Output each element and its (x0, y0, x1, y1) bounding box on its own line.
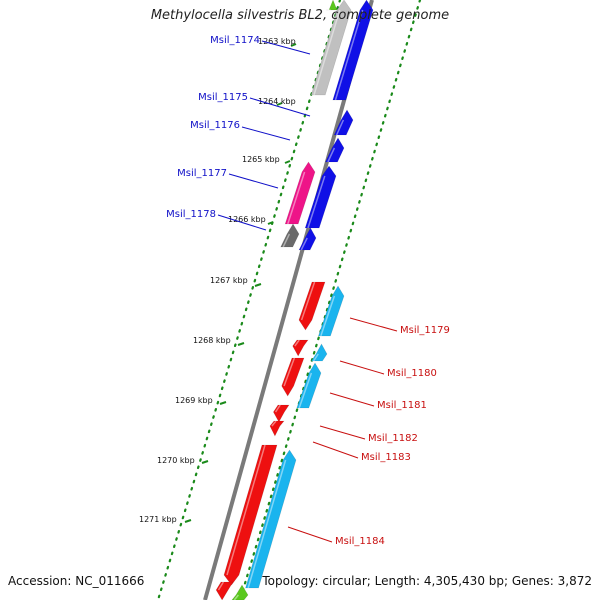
kbp-tick-mark (201, 460, 209, 464)
gene-label-leader (339, 360, 385, 375)
gene-label-leader (249, 97, 311, 117)
kbp-tick-label: 1266 kbp (228, 215, 266, 224)
gene-arrow-msil-1176-shine (327, 147, 336, 163)
gene-block-darkgray-shine (282, 233, 291, 248)
gene-arrow-msil-1183 (269, 420, 285, 437)
gene-arrow-msil-1175 (333, 109, 354, 136)
kbp-tick-label: 1267 kbp (210, 276, 248, 285)
kbp-tick-mark (184, 519, 192, 523)
kbp-tick-mark (254, 283, 262, 287)
gene-arrow-msil-1182 (273, 404, 290, 423)
kbp-tick-mark (267, 221, 274, 225)
gene-arrow-msil-1184-red (223, 444, 278, 586)
gene-arrow-msil-1180-red-shine (294, 339, 300, 347)
gene-arrow-msil-1174 (332, 0, 374, 101)
gene-arrow-msil-1180 (310, 343, 328, 362)
kbp-tick-label: 1264 kbp (258, 97, 296, 106)
gene-label-leader (261, 40, 311, 55)
gene-arrow-msil-1176 (325, 137, 345, 163)
gene-arrow-msil-1181-red (281, 357, 305, 397)
gene-arrow-msil-1174-shine (334, 9, 364, 101)
gene-block-darkgray (280, 223, 300, 248)
genome-summary-text: Topology: circular; Length: 4,305,430 bp… (262, 574, 592, 588)
kbp-tick-mark (237, 342, 245, 346)
gene-arrow-msil-1179 (318, 285, 345, 337)
gene-label: Msil_1174 (210, 35, 260, 46)
gene-label-leader (287, 526, 333, 543)
gene-arrow-msil-1184-red-shine (226, 444, 266, 576)
accession-text: Accession: NC_011666 (8, 574, 145, 588)
gene-arrow-msil-1177-shine (307, 175, 326, 229)
kbp-tick-mark (290, 43, 297, 47)
gene-arrow-msil-1182-shine (274, 404, 281, 413)
kbp-tick-label: 1263 kbp (258, 37, 296, 46)
kbp-tick-mark (219, 401, 227, 405)
gene-label: Msil_1176 (190, 120, 240, 131)
map-title: Methylocella silvestris BL2, complete ge… (150, 8, 450, 23)
gene-label: Msil_1175 (198, 92, 248, 103)
gene-label: Msil_1177 (177, 168, 227, 179)
kbp-tick-label: 1270 kbp (157, 456, 195, 465)
gene-block-red-bottom (215, 581, 234, 600)
gene-arrow-msil-1181-shine (298, 372, 313, 409)
gene-label: Msil_1183 (361, 452, 411, 463)
gene-arrow-msil-1179-red (298, 281, 326, 331)
gene-arrow-msil-1179-red-shine (300, 281, 316, 321)
gene-arrow-msil-1183-shine (271, 420, 277, 427)
gene-block-green-bottom (231, 584, 249, 600)
gene-label-leader (349, 317, 398, 332)
gene-label: Msil_1181 (377, 400, 427, 411)
gene-label: Msil_1180 (387, 368, 437, 379)
gene-label-leader (312, 441, 359, 459)
gene-label-leader (241, 126, 291, 141)
gene-block-red-bottom-shine (217, 581, 225, 591)
gene-arrow-msil-1178 (298, 227, 317, 251)
gene-arrow-msil-1181 (296, 362, 322, 409)
gene-arrow-msil-1180-red (292, 339, 309, 357)
gene-arrow-msil-1180-shine (312, 353, 319, 362)
gene-label: Msil_1178 (166, 209, 216, 220)
kbp-tick-mark (284, 160, 291, 164)
gene-label: Msil_1179 (400, 325, 450, 336)
kbp-tick-label: 1269 kbp (175, 396, 213, 405)
gene-block-gray-1 (310, 0, 352, 96)
gene-label-leader (319, 425, 366, 440)
gene-arrow-msil-1179-shine (320, 295, 336, 337)
gene-label-leader (228, 173, 279, 189)
gene-label-leader (217, 214, 267, 231)
gene-arrow-msil-1175-shine (335, 119, 345, 136)
gene-arrow-msil-1177 (304, 165, 337, 229)
gene-label: Msil_1182 (368, 433, 418, 444)
gene-label-leader (329, 392, 375, 407)
gene-block-green-bottom-shine (233, 594, 239, 600)
gene-arrow-msil-1184 (245, 449, 297, 589)
gene-label: Msil_1184 (335, 536, 385, 547)
gene-arrow-msil-1184-shine (247, 459, 287, 589)
gene-block-magenta (284, 161, 316, 225)
gene-block-green-top (326, 0, 338, 11)
gene-arrow-msil-1181-red-shine (283, 357, 296, 387)
outer-dotted-circle (238, 0, 422, 600)
kbp-tick-label: 1268 kbp (193, 336, 231, 345)
gene-block-gray-1-shine (313, 9, 341, 96)
inner-dotted-circle (156, 0, 342, 600)
gene-arrow-msil-1178-shine (300, 237, 308, 251)
kbp-tick-label: 1265 kbp (242, 155, 280, 164)
gene-block-magenta-shine (287, 171, 306, 225)
kbp-tick-label: 1271 kbp (139, 515, 177, 524)
kbp-tick-mark (276, 102, 283, 106)
